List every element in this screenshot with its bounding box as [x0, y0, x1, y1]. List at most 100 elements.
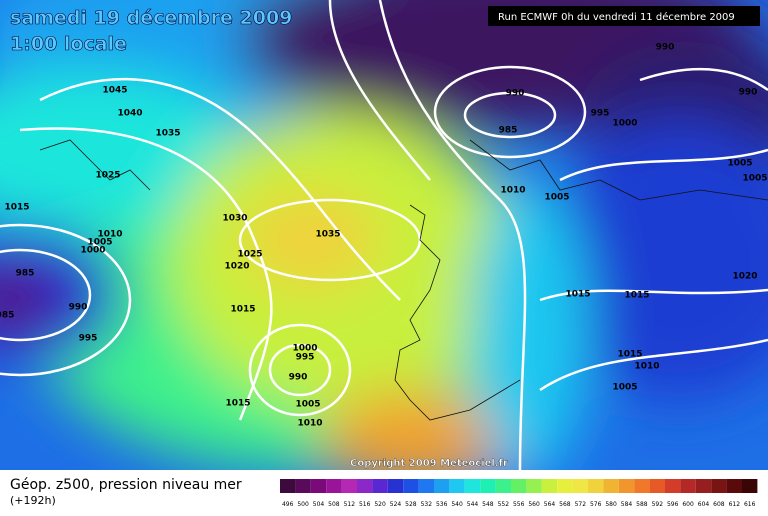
- scale-swatch: [418, 479, 434, 493]
- scale-label: 588: [636, 501, 648, 508]
- isobar-label: 985: [16, 269, 35, 279]
- isobar-label: 1015: [565, 290, 590, 300]
- scale-swatch: [387, 479, 404, 493]
- scale-swatch: [618, 479, 635, 493]
- scale-swatch: [695, 479, 712, 493]
- scale-label: 608: [713, 501, 725, 508]
- scale-label: 496: [282, 501, 294, 508]
- isobar-label: 1040: [117, 109, 142, 119]
- scale-swatch: [449, 479, 465, 493]
- scale-swatch: [588, 479, 604, 493]
- scale-label: 508: [328, 501, 340, 508]
- isobar-label: 985: [0, 311, 14, 321]
- isobar-label: 995: [79, 334, 98, 344]
- scale-label: 560: [528, 501, 540, 508]
- scale-label: 580: [605, 501, 617, 508]
- scale-label: 536: [436, 501, 448, 508]
- map-field: [0, 0, 768, 470]
- scale-swatch: [434, 479, 450, 493]
- isobar-label: 1015: [230, 305, 255, 315]
- scale-label: 596: [667, 501, 679, 508]
- scale-label: 540: [451, 501, 463, 508]
- isobar-label: 985: [499, 126, 518, 136]
- scale-swatch: [357, 479, 373, 493]
- scale-swatch: [464, 479, 481, 493]
- scale-label: 568: [559, 501, 571, 508]
- isobar-label: 1025: [237, 250, 262, 260]
- scale-label: 512: [344, 501, 356, 508]
- isobar-label: 990: [656, 43, 675, 53]
- scale-swatch: [726, 479, 742, 493]
- isobar-label: 1005: [544, 193, 569, 203]
- scale-label: 572: [575, 501, 587, 508]
- isobar-label: 1035: [155, 129, 180, 139]
- scale-swatch: [526, 479, 542, 493]
- isobar-label: 1015: [225, 399, 250, 409]
- scale-label: 556: [513, 501, 525, 508]
- coastlines: [39, 139, 768, 421]
- isobar-label: 1010: [500, 186, 525, 196]
- isobar-label: 1005: [727, 159, 752, 169]
- scale-swatch: [310, 479, 327, 493]
- scale-swatch: [511, 479, 527, 493]
- scale-swatch: [280, 479, 296, 493]
- isobar-label: 990: [289, 373, 308, 383]
- scale-swatch: [403, 479, 419, 493]
- scale-label: 576: [590, 501, 602, 508]
- isobar-label: 1005: [295, 400, 320, 410]
- isobar-label: 1000: [292, 344, 317, 354]
- scale-swatch: [572, 479, 588, 493]
- scale-label: 524: [390, 501, 402, 508]
- chart-title: Géop. z500, pression niveau mer: [10, 477, 242, 493]
- isobar-label: 1035: [315, 230, 340, 240]
- scale-swatch: [495, 479, 511, 493]
- isobar-label: 1045: [102, 86, 127, 96]
- isobar-lines: [0, 0, 768, 470]
- isobar-label: 1020: [732, 272, 757, 282]
- lead-time: (+192h): [10, 494, 56, 507]
- forecast-time: 1:00 locale: [10, 33, 127, 55]
- scale-swatch: [541, 479, 558, 493]
- scale-swatch: [372, 479, 388, 493]
- run-info: Run ECMWF 0h du vendredi 11 décembre 200…: [498, 11, 735, 23]
- forecast-date: samedi 19 décembre 2009: [10, 7, 292, 29]
- scale-label: 500: [297, 501, 309, 508]
- isobar-label: 1015: [617, 350, 642, 360]
- scale-swatch: [480, 479, 496, 493]
- isobar-label: 1010: [634, 362, 659, 372]
- color-scale: 496 500 504 508 512 516 520 524 528 532 536 540 544 5…: [280, 479, 758, 508]
- isobar-label: 1010: [297, 419, 322, 429]
- isobar-label: 990: [739, 88, 758, 98]
- isobar-label: 990: [506, 89, 525, 99]
- isobar-label: 1020: [224, 262, 249, 272]
- isobar-label: 995: [296, 353, 315, 363]
- isobar-label: 990: [69, 303, 88, 313]
- scale-label: 504: [313, 501, 325, 508]
- scale-swatch: [665, 479, 681, 493]
- scale-swatch: [326, 479, 342, 493]
- scale-label: 592: [652, 501, 664, 508]
- scale-swatch: [341, 479, 357, 493]
- isobar-label: 1010: [97, 230, 122, 240]
- scale-label: 548: [482, 501, 494, 508]
- scale-label: 604: [698, 501, 710, 508]
- isobar-label: 1005: [87, 238, 112, 248]
- copyright: Copyright 2009 Meteociel.fr: [350, 458, 508, 469]
- scale-swatch: [557, 479, 573, 493]
- scale-swatch: [649, 479, 665, 493]
- scale-label: 584: [621, 501, 633, 508]
- scale-swatch: [711, 479, 727, 493]
- scale-swatch: [742, 479, 758, 493]
- scale-label: 528: [405, 501, 417, 508]
- scale-swatch: [634, 479, 650, 493]
- isobar-label: 1000: [80, 246, 105, 256]
- scale-label: 616: [744, 501, 756, 508]
- isobar-label: 1000: [612, 119, 637, 129]
- isobar-label: 1030: [222, 214, 247, 224]
- scale-swatch: [680, 479, 696, 493]
- scale-label: 516: [359, 501, 371, 508]
- scale-label: 552: [498, 501, 510, 508]
- isobar-label: 1025: [95, 171, 120, 181]
- isobar-label: 1005: [742, 174, 767, 184]
- scale-label: 520: [374, 501, 386, 508]
